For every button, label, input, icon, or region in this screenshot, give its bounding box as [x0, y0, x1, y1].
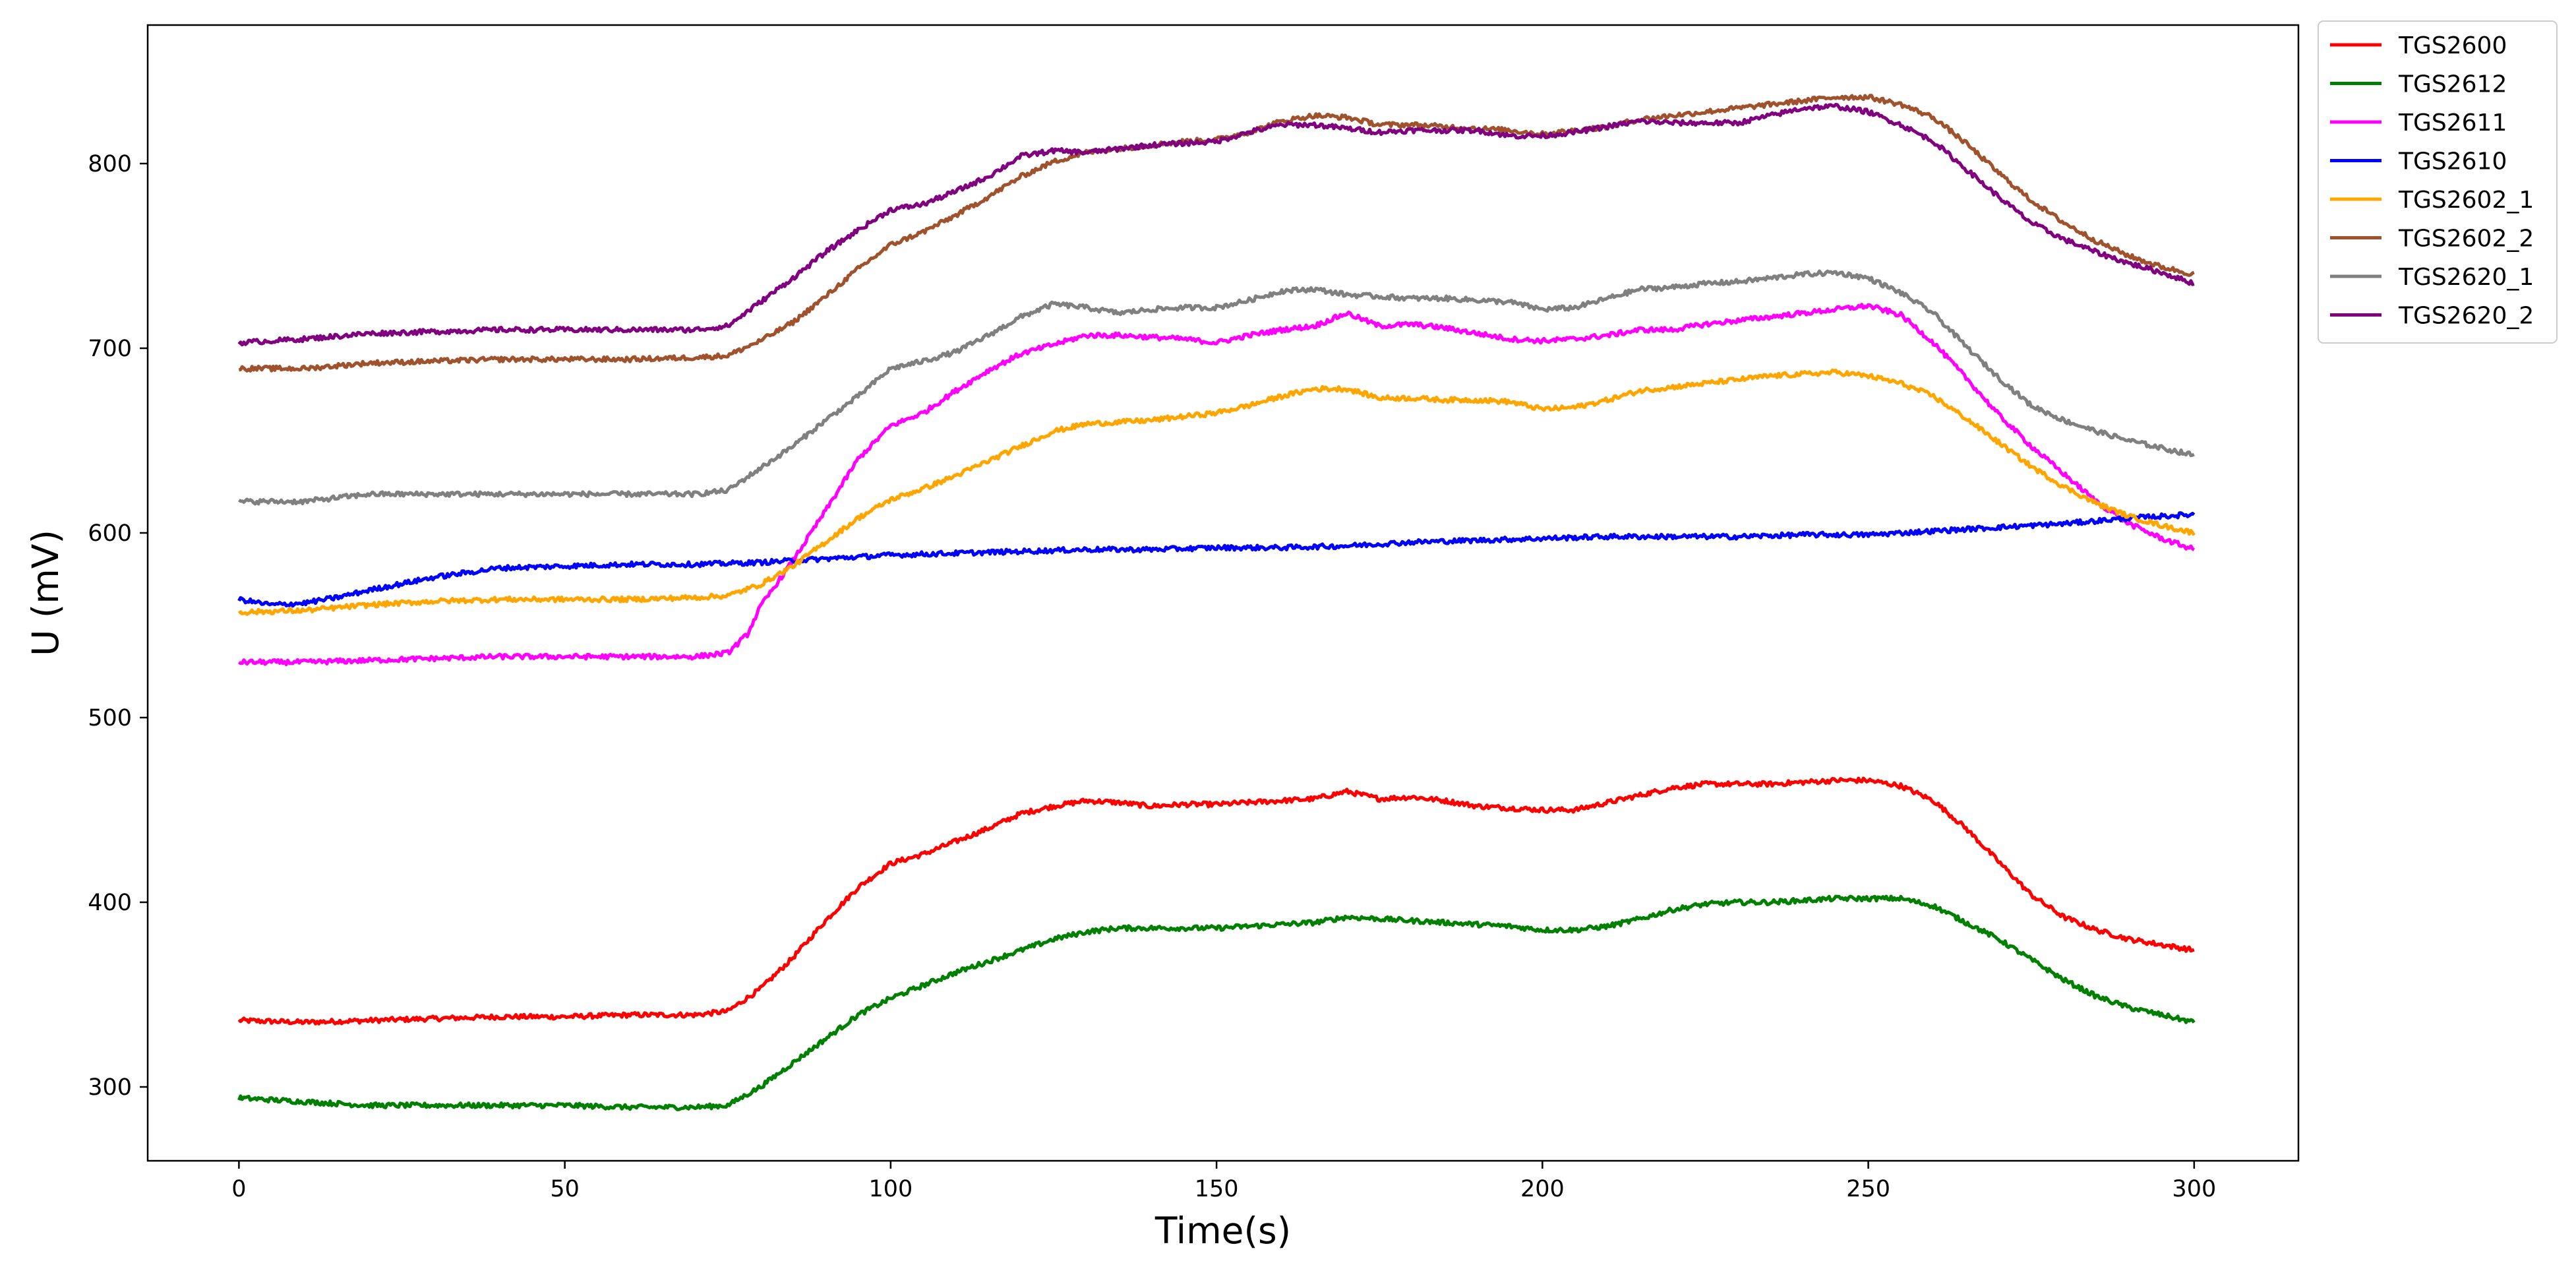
- series-line-tgs2600: [237, 776, 2195, 1026]
- legend: TGS2600 TGS2612 TGS2611 TGS2610 TGS2602_1 TGS…: [2318, 20, 2558, 344]
- series-line-tgs2602-1: [237, 368, 2196, 616]
- plot-frame: [146, 24, 2300, 1162]
- y-tick-label: 800: [88, 151, 132, 177]
- y-axis-title: U (mV): [24, 530, 67, 656]
- x-tick-label: 0: [231, 1176, 246, 1202]
- y-tick-label: 400: [88, 890, 132, 916]
- y-axis: 300 400 500 600 700 800: [88, 151, 148, 1101]
- series-line-tgs2620-1: [237, 269, 2195, 506]
- x-axis-title: Time(s): [1154, 1210, 1291, 1252]
- series-line-tgs2602-2: [238, 94, 2195, 373]
- y-tick-label: 600: [88, 520, 132, 547]
- legend-label: TGS2602_1: [2398, 187, 2534, 214]
- x-tick-label: 50: [550, 1176, 580, 1202]
- x-tick-label: 150: [1195, 1176, 1239, 1202]
- legend-label: TGS2611: [2398, 109, 2507, 137]
- series-line-tgs2611: [237, 303, 2196, 667]
- legend-label: TGS2620_2: [2398, 303, 2534, 330]
- series-line-tgs2610: [237, 511, 2196, 608]
- series-line-tgs2620-2: [237, 103, 2195, 347]
- series-layer: [237, 94, 2196, 1111]
- legend-label: TGS2610: [2398, 148, 2507, 175]
- legend-label: TGS2612: [2398, 71, 2507, 98]
- legend-box: [2318, 20, 2558, 344]
- y-tick-label: 300: [88, 1074, 132, 1101]
- x-tick-label: 300: [2172, 1176, 2216, 1202]
- y-tick-label: 700: [88, 336, 132, 362]
- y-tick-label: 500: [88, 705, 132, 731]
- x-tick-label: 200: [1520, 1176, 1565, 1202]
- x-tick-label: 100: [868, 1176, 913, 1202]
- legend-label: TGS2620_1: [2398, 264, 2534, 291]
- series-line-tgs2612: [237, 894, 2196, 1111]
- x-axis: 0 50 100 150 200 250 300: [231, 1161, 2216, 1202]
- legend-label: TGS2602_2: [2398, 226, 2534, 253]
- legend-label: TGS2600: [2398, 32, 2507, 59]
- x-tick-label: 250: [1846, 1176, 1890, 1202]
